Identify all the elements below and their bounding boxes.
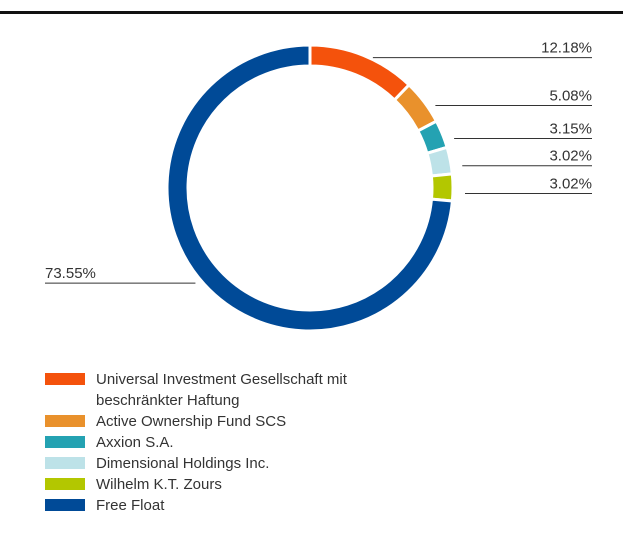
- legend-label: Wilhelm K.T. Zours: [96, 476, 222, 493]
- top-rule: [0, 11, 623, 14]
- legend-swatch: [45, 415, 85, 427]
- legend-item: Dimensional Holdings Inc.: [45, 453, 405, 474]
- data-label: 12.18%: [541, 40, 592, 57]
- data-label: 5.08%: [549, 88, 592, 105]
- legend-item: Axxion S.A.: [45, 432, 405, 453]
- legend-label: Active Ownership Fund SCS: [96, 413, 287, 430]
- legend-item: Free Float: [45, 495, 405, 516]
- legend-swatch: [45, 373, 85, 385]
- legend-label: Axxion S.A.: [96, 434, 174, 451]
- data-label: 3.02%: [549, 175, 592, 192]
- legend-swatch: [45, 457, 85, 469]
- legend-swatch: [45, 436, 85, 448]
- legend-label: Free Float: [96, 497, 165, 514]
- legend-item: Active Ownership Fund SCS: [45, 411, 405, 432]
- data-label: 73.55%: [45, 265, 96, 282]
- legend-label: Universal Investment Gesellschaft mit be…: [96, 371, 347, 409]
- chart: 12.18% 5.08% 3.15% 3.02% 3.02% 73.55%: [0, 11, 623, 333]
- donut-segment: [429, 172, 455, 203]
- data-label: 3.02%: [549, 148, 592, 165]
- donut-segment: [308, 43, 412, 103]
- legend-item: Universal Investment Gesellschaft mit be…: [45, 369, 405, 411]
- legend-swatch: [45, 478, 85, 490]
- data-label: 3.15%: [549, 120, 592, 137]
- legend: Universal Investment Gesellschaft mit be…: [45, 369, 405, 516]
- donut-segment: [165, 43, 455, 333]
- donut-segment: [425, 145, 454, 178]
- legend-item: Wilhelm K.T. Zours: [45, 474, 405, 495]
- legend-label: Dimensional Holdings Inc.: [96, 455, 270, 472]
- legend-swatch: [45, 499, 85, 511]
